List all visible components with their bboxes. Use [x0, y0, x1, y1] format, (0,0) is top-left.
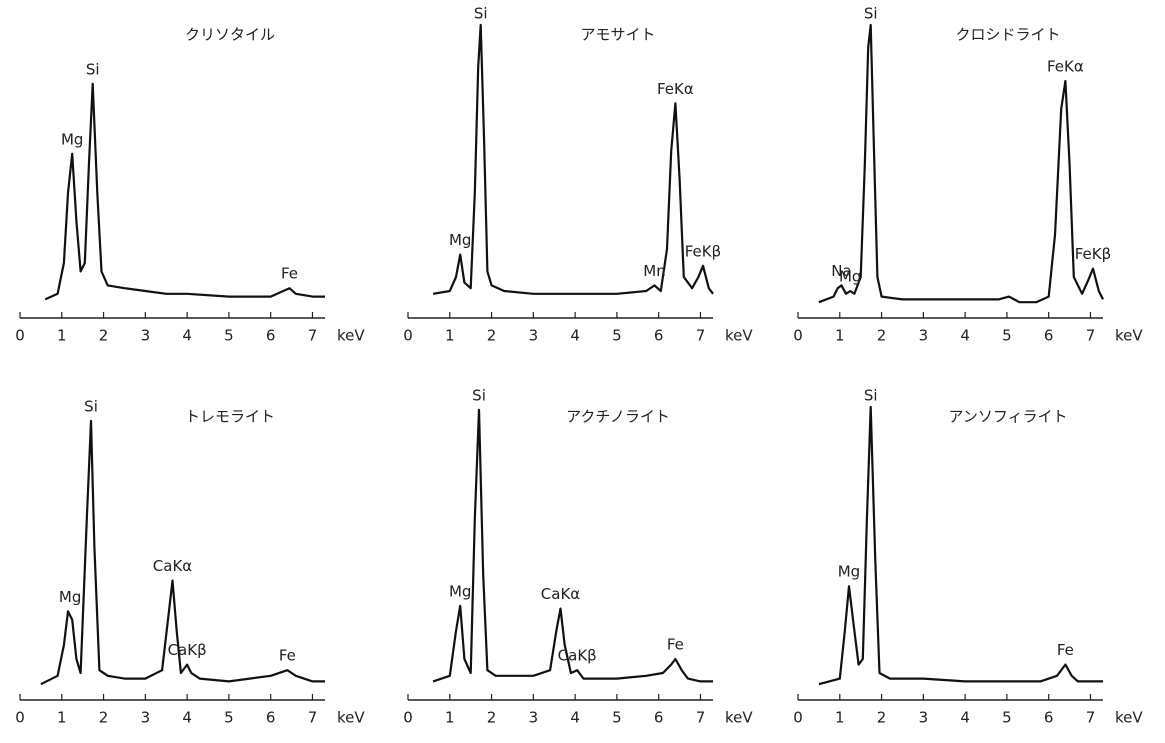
peak-label: Si — [864, 5, 878, 23]
x-tick-label: 3 — [919, 327, 929, 345]
panel-title: アクチノライト — [566, 408, 670, 426]
spectrum-line — [818, 23, 1104, 304]
x-axis-label: keV — [725, 709, 753, 727]
peak-label: Mg — [838, 563, 860, 581]
peak-label: Mg — [839, 268, 861, 286]
panel-title: アモサイト — [580, 26, 655, 44]
x-tick-label: 0 — [15, 327, 25, 345]
x-tick-label: 6 — [1044, 709, 1054, 727]
panel-title: アンソフィライト — [948, 408, 1067, 426]
peak-label: CaKβ — [168, 641, 207, 659]
x-tick-label: 1 — [835, 327, 845, 345]
x-tick-label: 7 — [696, 327, 706, 345]
x-tick-label: 1 — [445, 327, 455, 345]
x-tick-label: 2 — [99, 709, 109, 727]
peak-label: FeKβ — [1075, 245, 1111, 263]
x-tick-label: 7 — [1086, 327, 1096, 345]
x-axis-label: keV — [337, 709, 365, 727]
x-tick-label: 1 — [57, 709, 67, 727]
panel-title: クリソタイル — [185, 26, 275, 44]
x-tick-label: 2 — [877, 327, 887, 345]
x-tick-label: 1 — [57, 327, 67, 345]
x-tick-label: 5 — [1002, 709, 1012, 727]
x-axis-label: keV — [1115, 327, 1143, 345]
x-tick-label: 0 — [403, 327, 413, 345]
x-axis-label: keV — [337, 327, 365, 345]
x-tick-label: 0 — [403, 709, 413, 727]
peak-label: FeKα — [657, 80, 694, 98]
spectrum-line — [432, 23, 714, 295]
x-tick-label: 1 — [835, 709, 845, 727]
peak-label: Fe — [279, 647, 296, 665]
peak-label: Si — [472, 387, 486, 405]
peak-label: Si — [864, 387, 878, 405]
x-tick-label: 7 — [308, 709, 318, 727]
x-tick-label: 3 — [529, 709, 539, 727]
spectrum-line — [40, 419, 325, 686]
x-axis-label: keV — [1115, 709, 1143, 727]
panel-title: クロシドライト — [955, 26, 1060, 44]
spectrum-line — [818, 405, 1103, 686]
x-tick-label: 6 — [266, 709, 276, 727]
x-tick-label: 5 — [224, 327, 234, 345]
x-tick-label: 0 — [15, 709, 25, 727]
peak-label: Si — [84, 398, 98, 416]
peak-label: Fe — [281, 265, 298, 283]
peak-label: Na — [831, 262, 851, 280]
panel-title: トレモライト — [185, 408, 275, 426]
x-tick-label: 5 — [612, 709, 622, 727]
peak-label: Mg — [59, 588, 81, 606]
peak-label: CaKβ — [558, 647, 597, 665]
x-tick-label: 2 — [99, 327, 109, 345]
x-tick-label: 2 — [877, 709, 887, 727]
x-tick-label: 4 — [182, 327, 192, 345]
x-tick-label: 4 — [182, 709, 192, 727]
x-tick-label: 0 — [793, 327, 803, 345]
x-tick-label: 1 — [445, 709, 455, 727]
x-tick-label: 6 — [654, 327, 664, 345]
peak-label: Fe — [1057, 641, 1074, 659]
x-tick-label: 6 — [1044, 327, 1054, 345]
peak-label: Mg — [449, 231, 471, 249]
x-tick-label: 6 — [266, 327, 276, 345]
spectrum-line — [44, 82, 325, 301]
peak-label: FeKα — [1047, 58, 1084, 76]
x-tick-label: 2 — [487, 327, 497, 345]
x-tick-label: 0 — [793, 709, 803, 727]
x-tick-label: 3 — [141, 709, 151, 727]
peak-label: Mn — [643, 262, 665, 280]
x-tick-label: 4 — [960, 709, 970, 727]
x-tick-label: 5 — [224, 709, 234, 727]
peak-label: CaKα — [541, 585, 581, 603]
x-axis-label: keV — [725, 327, 753, 345]
peak-label: CaKα — [153, 557, 193, 575]
x-tick-label: 7 — [1086, 709, 1096, 727]
x-tick-label: 2 — [487, 709, 497, 727]
x-tick-label: 5 — [612, 327, 622, 345]
peak-label: Fe — [667, 636, 684, 654]
peak-label: Mg — [449, 582, 471, 600]
x-tick-label: 7 — [308, 327, 318, 345]
x-tick-label: 4 — [570, 709, 580, 727]
x-tick-label: 5 — [1002, 327, 1012, 345]
peak-label: Si — [474, 5, 488, 23]
x-tick-label: 3 — [141, 327, 151, 345]
peak-label: Mg — [61, 130, 83, 148]
peak-label: FeKβ — [685, 242, 721, 260]
x-tick-label: 4 — [570, 327, 580, 345]
peak-label: Si — [86, 60, 100, 78]
x-tick-label: 6 — [654, 709, 664, 727]
x-tick-label: 3 — [919, 709, 929, 727]
x-tick-label: 3 — [529, 327, 539, 345]
x-tick-label: 4 — [960, 327, 970, 345]
x-tick-label: 7 — [696, 709, 706, 727]
spectrum-line — [432, 408, 713, 683]
